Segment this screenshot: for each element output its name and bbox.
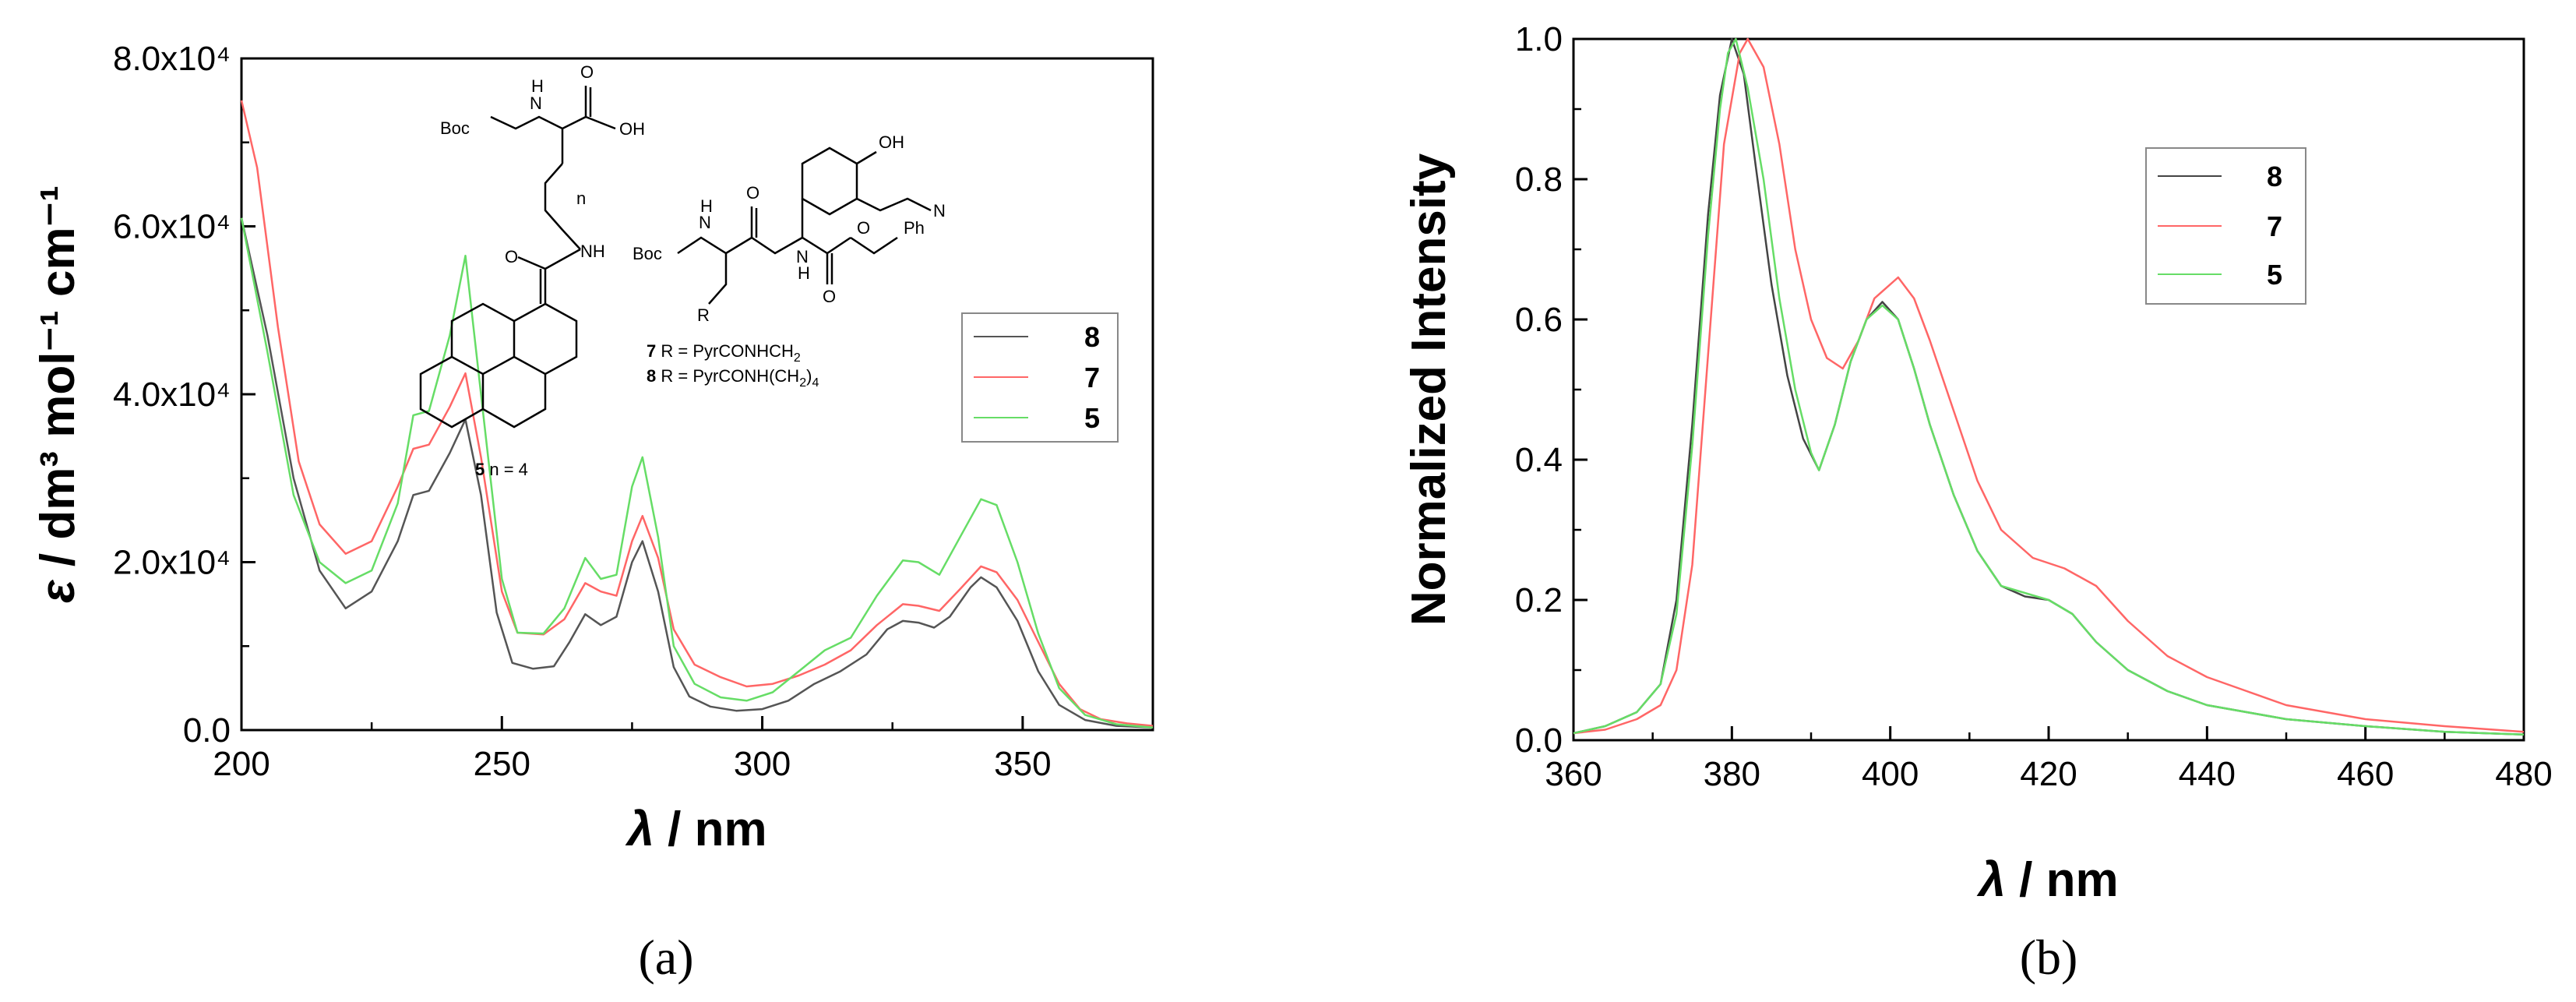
structure-7-8-h2: H <box>798 263 810 283</box>
structure-7-8-ph: Ph <box>904 218 925 238</box>
panel-a-series-line-8 <box>240 217 1154 729</box>
chemical-structures: Boc N H O OH n NH O 5 n = 4 Boc N H O <box>419 62 946 479</box>
panel-b-series-line-7 <box>1573 37 2525 735</box>
structure-5-n: N <box>530 93 542 113</box>
panel-a-series-line-5 <box>240 217 1154 729</box>
panel-a-legend-label-7: 7 <box>1084 362 1100 393</box>
panel-a-y-axis-label: ε / dm³ mol⁻¹ cm⁻¹ <box>31 185 85 603</box>
panel-b-y-tick-label: 0.4 <box>1515 441 1563 479</box>
panel-b-x-tick-label: 420 <box>2020 755 2077 793</box>
panel-b-y-tick-label: 0.2 <box>1515 581 1563 619</box>
panel-a-legend-label-8: 8 <box>1084 321 1100 353</box>
panel-a-legend-label-5: 5 <box>1084 402 1100 434</box>
panel-a-x-tick-label: 350 <box>994 745 1051 783</box>
structure-7-8-n1: N <box>699 213 711 232</box>
panel-b-series-line-5 <box>1573 37 2525 736</box>
panel-b-y-tick-label: 1.0 <box>1515 20 1563 58</box>
panel-b-y-tick-label: 0.8 <box>1515 161 1563 199</box>
panel-b-label: (b) <box>2020 930 2078 985</box>
panel-b-x-tick-label: 360 <box>1545 755 1602 793</box>
structure-5-o: O <box>580 62 594 82</box>
panel-b-x-axis-label: λ / nm <box>1976 853 2118 907</box>
panel-a-legend: 8 7 5 <box>961 312 1119 443</box>
panel-b-x-tick-label: 460 <box>2337 755 2394 793</box>
structure-5-oh: OH <box>619 119 645 139</box>
panel-a-x-axis-label: λ / nm <box>625 803 766 856</box>
panel-b-x-tick-label: 480 <box>2495 755 2552 793</box>
panel-b-x-tick-label: 440 <box>2179 755 2236 793</box>
structure-5-carbonyl-o: O <box>505 247 518 266</box>
structure-5-boc: Boc <box>440 118 470 138</box>
structure-7-label: 7 R = PyrCONHCH2 <box>647 341 801 365</box>
panel-a-x-tick-label: 300 <box>734 745 791 783</box>
structure-compound-5: Boc N H O OH n NH O 5 n = 4 <box>419 62 645 479</box>
panel-a-ticks: 200 250 300 350 0.0 2.0x10⁴ 4.0x10⁴ 6.0x10⁴ 8.0x… <box>113 40 1154 783</box>
panel-a-chart: 200 250 300 350 0.0 2.0x10⁴ 4.0x10⁴ 6.0x10⁴ 8.0x… <box>31 40 1154 985</box>
structure-7-8-oh: OH <box>879 132 904 152</box>
structure-7-8-n2: N <box>796 247 809 266</box>
panel-b-ticks: 360 380 400 420 440 460 480 0.0 0.2 0.4 0.6 0.8 1.0 <box>1515 20 2553 793</box>
panel-a-y-tick-label: 4.0x10⁴ <box>113 376 231 414</box>
structure-7-8-o1: O <box>746 183 759 203</box>
structure-7-8-h1: H <box>700 196 713 216</box>
panel-a-y-tick-label: 6.0x10⁴ <box>113 208 231 246</box>
panel-b-x-tick-label: 380 <box>1704 755 1760 793</box>
panel-b-legend-label-7: 7 <box>2267 210 2282 242</box>
structure-5-label: 5 n = 4 <box>475 460 528 479</box>
structure-5-n-subscript: n <box>576 189 586 208</box>
panel-b-y-axis-label: Normalized Intensity <box>1402 153 1456 626</box>
structure-7-8-boc: Boc <box>633 244 662 263</box>
structure-8-label: 8 R = PyrCONH(CH2)4 <box>647 366 819 390</box>
panel-b-series <box>1573 37 2525 736</box>
panel-b-chart: 360 380 400 420 440 460 4800.00.20.40.60.81.0 … <box>1402 20 2553 985</box>
structure-compound-7-8: Boc N H O N H O O Ph OH N R 7 R = PyrCON… <box>633 132 946 390</box>
panel-a-series <box>240 100 1154 729</box>
structure-7-8-n-dimethyl: N <box>933 201 946 221</box>
panel-b-x-tick-label: 400 <box>1862 755 1919 793</box>
structure-7-8-o3: O <box>857 218 870 238</box>
panel-b-legend: 8 7 5 <box>2145 147 2306 305</box>
panel-b-legend-label-8: 8 <box>2267 161 2282 192</box>
panel-a-x-tick-label: 250 <box>474 745 530 783</box>
panel-b-legend-label-5: 5 <box>2267 259 2282 291</box>
structure-7-8-r: R <box>697 305 710 325</box>
panel-b-y-tick-label: 0.0 <box>1515 722 1563 760</box>
panel-a-y-tick-label: 0.0 <box>183 711 231 750</box>
structure-7-8-o2: O <box>823 287 836 306</box>
panel-a-y-tick-label: 8.0x10⁴ <box>113 40 231 78</box>
panel-a-x-tick-label: 200 <box>213 745 270 783</box>
panel-b-y-tick-label: 0.6 <box>1515 301 1563 339</box>
structure-5-h: H <box>531 76 544 96</box>
panel-a-y-tick-label: 2.0x10⁴ <box>113 544 231 582</box>
panel-a-label: (a) <box>638 930 693 985</box>
structure-5-nh: NH <box>580 242 605 261</box>
